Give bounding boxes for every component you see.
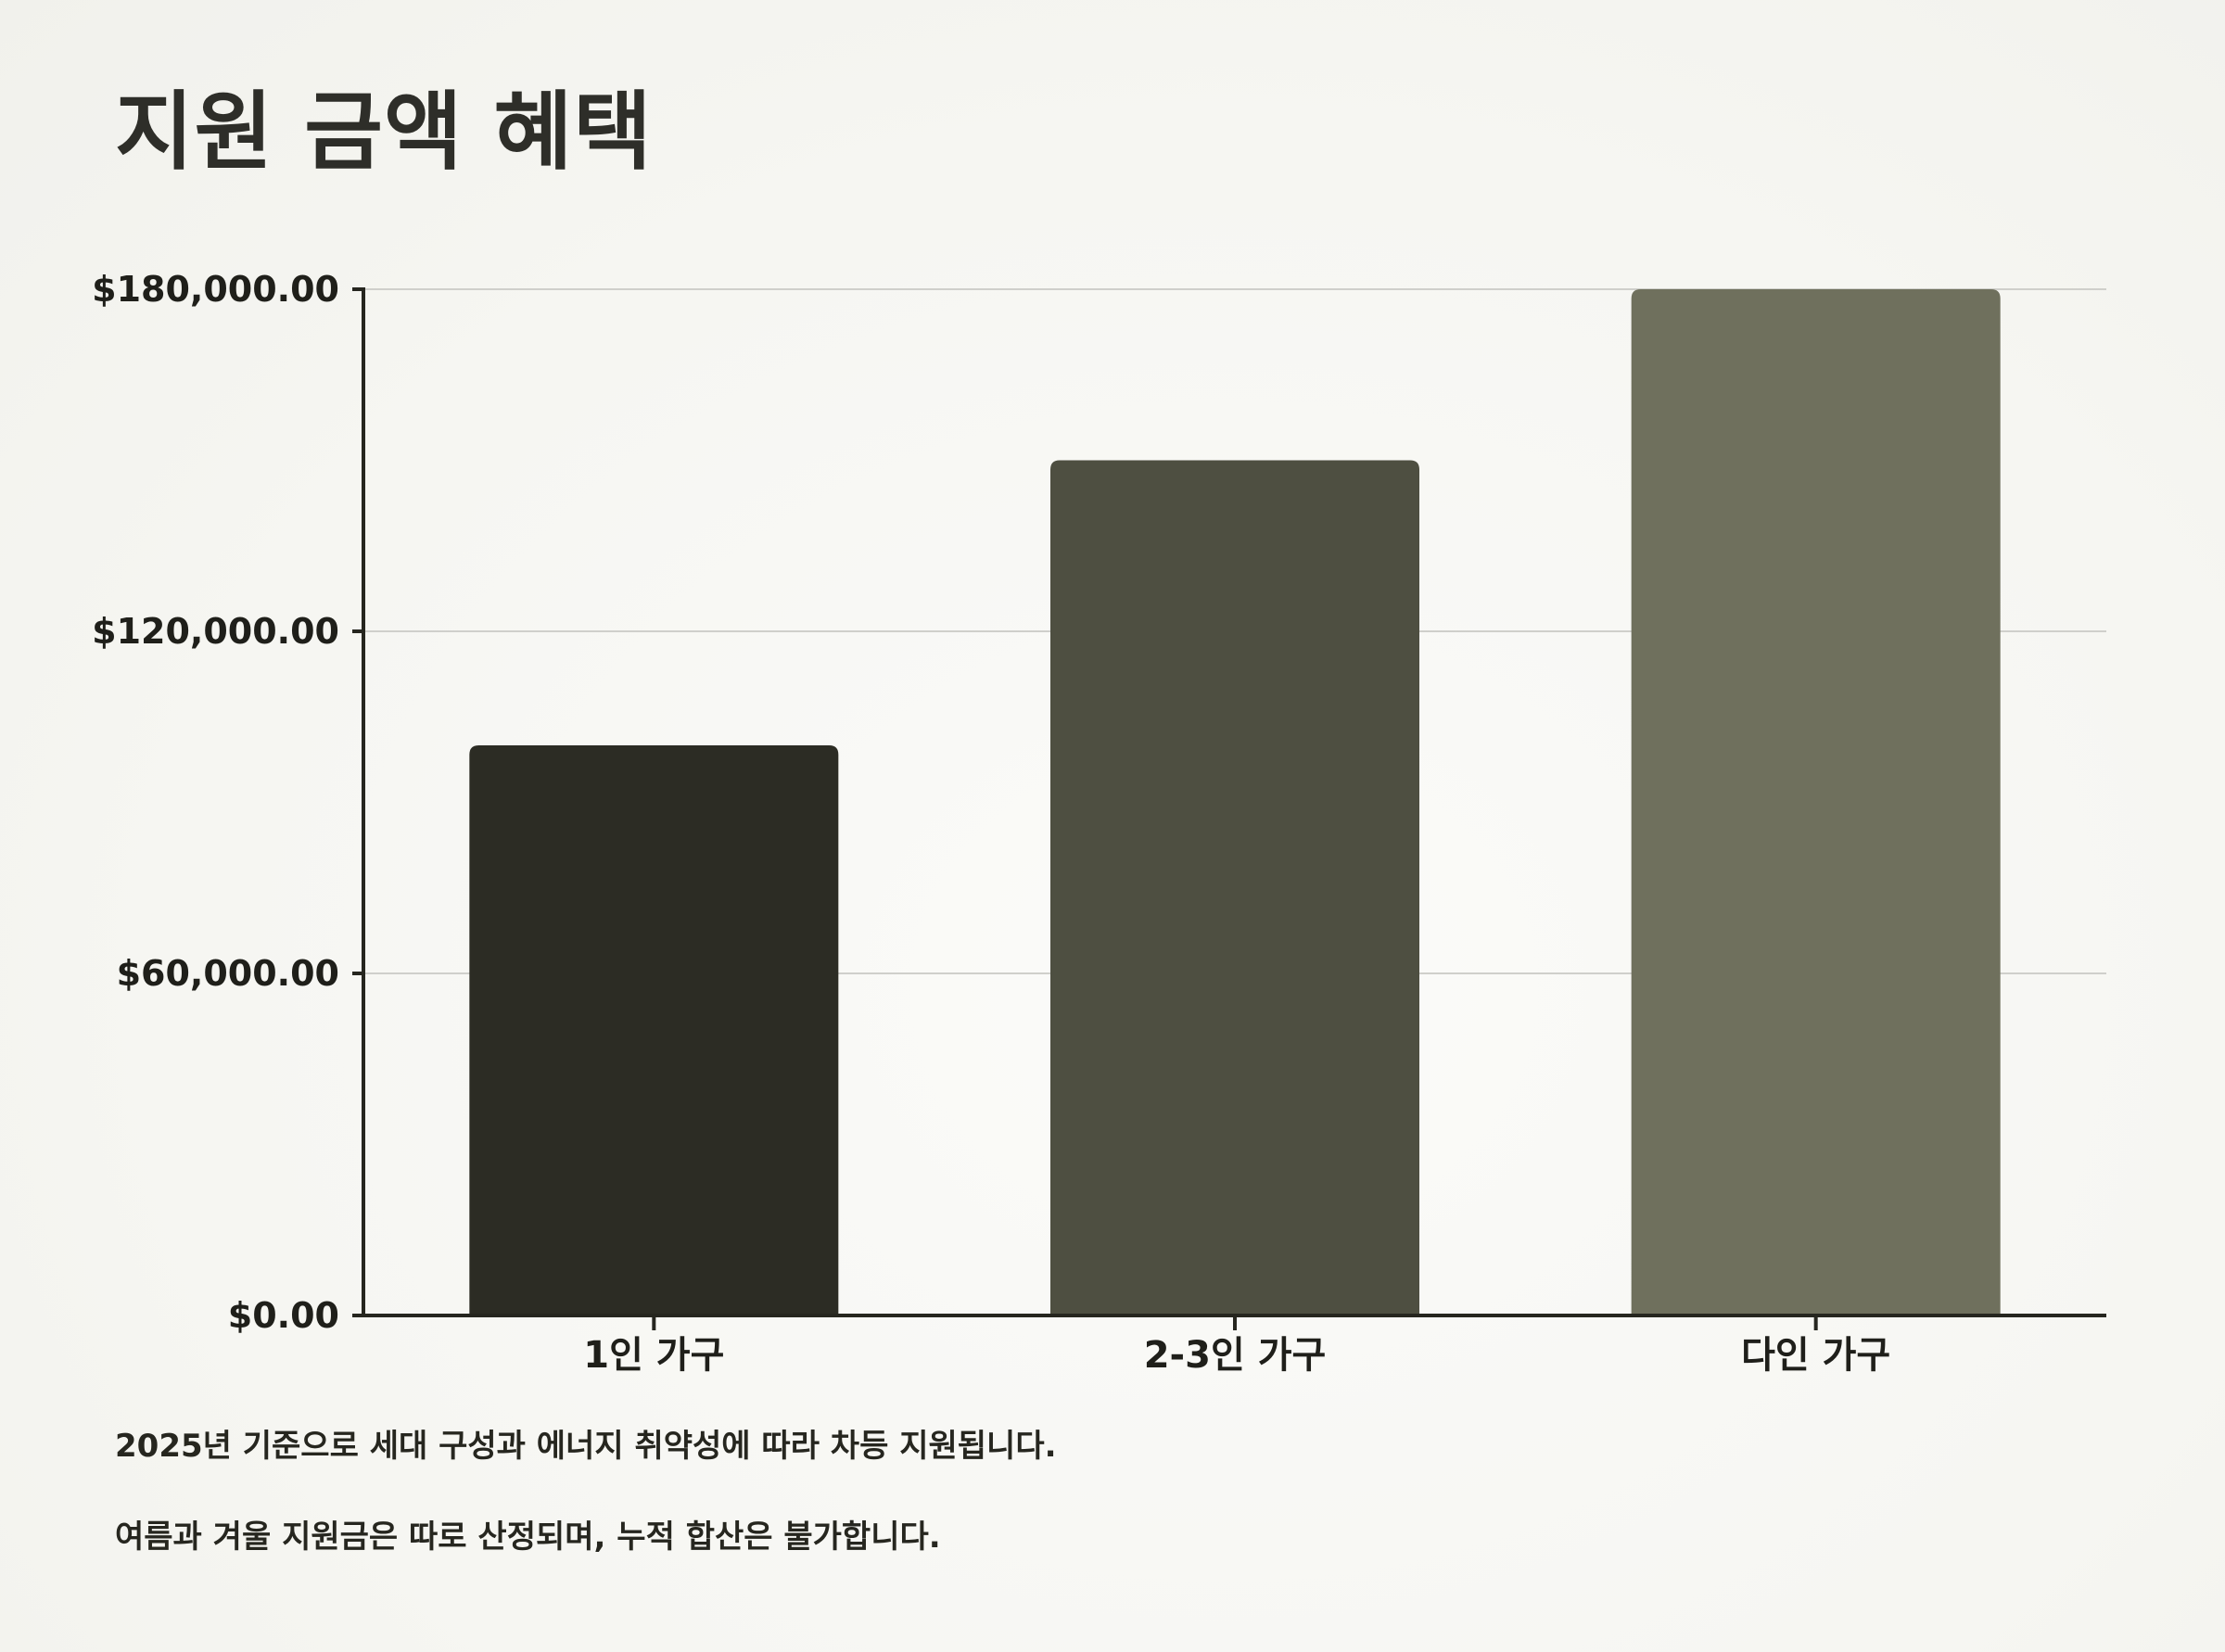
bars [469,289,2001,1315]
page-title: 지원 금액 혜택 [115,83,653,182]
x-tick-label: 2-3인 가구 [1144,1334,1327,1377]
footnote-2: 여름과 겨울 지원금은 따로 산정되며, 누적 합산은 불가합니다. [115,1519,941,1556]
x-tick-label: 1인 가구 [583,1334,724,1377]
y-tick-label: $0.00 [228,1295,339,1336]
x-tick-label: 다인 가구 [1741,1334,1890,1377]
footnote-1: 2025년 기준으로 세대 구성과 에너지 취약성에 따라 차등 지원됩니다. [115,1428,1057,1465]
y-tick-label: $120,000.00 [92,611,339,652]
y-tick-label: $60,000.00 [117,953,339,994]
bar-3 [1631,289,2001,1315]
y-axis-ticks: $0.00 $60,000.00 $120,000.00 $180,000.00 [92,269,363,1336]
bar-1 [469,745,839,1315]
y-tick-label: $180,000.00 [92,269,339,310]
bar-2 [1050,460,1419,1315]
x-axis-ticks: 1인 가구 2-3인 가구 다인 가구 [583,1315,1890,1377]
